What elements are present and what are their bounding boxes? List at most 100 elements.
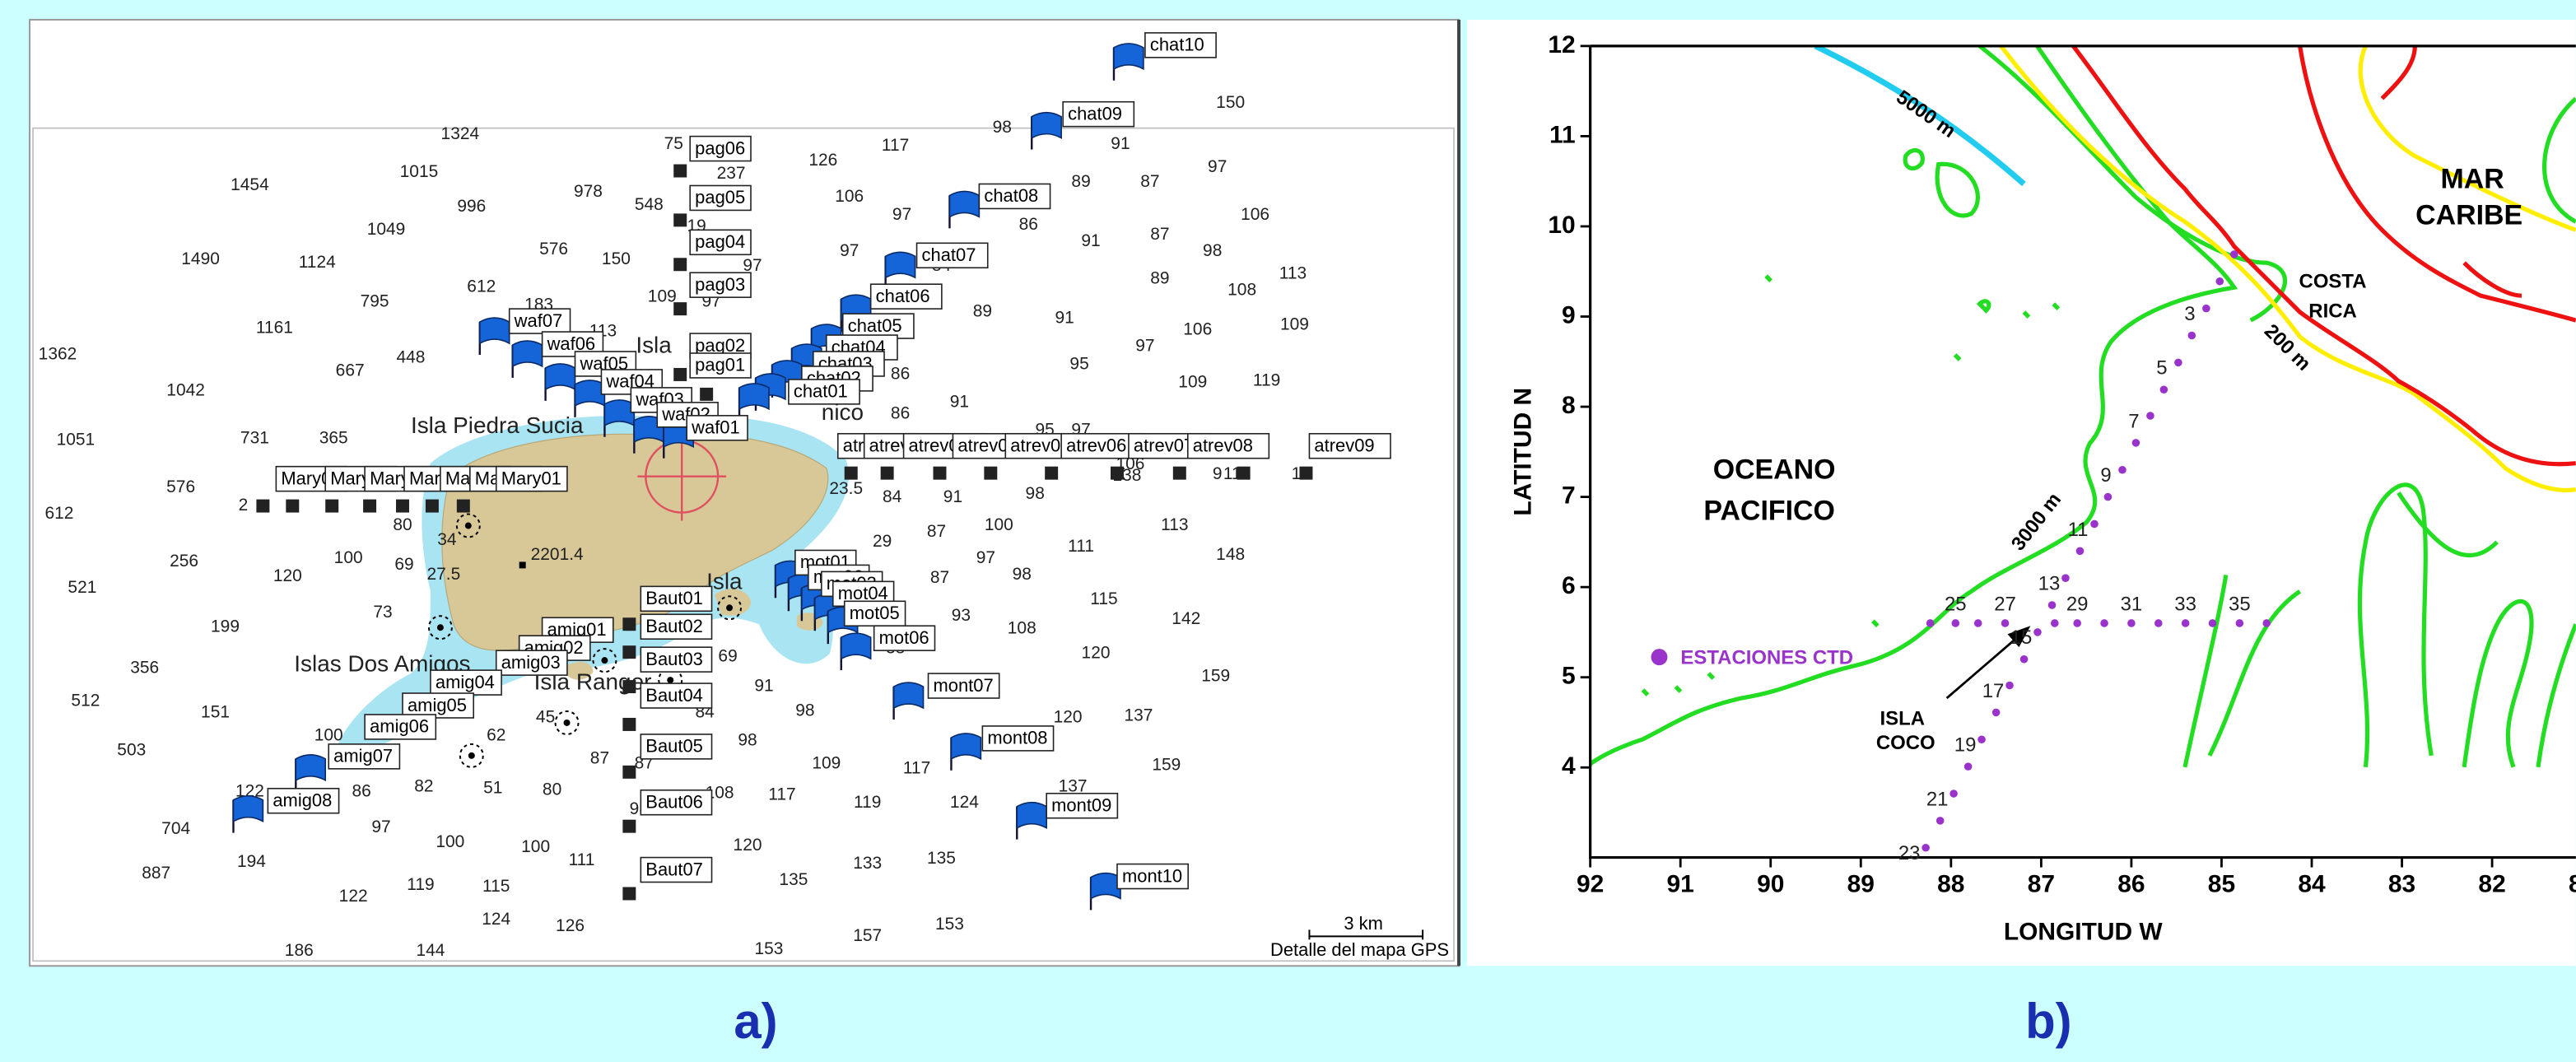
depth-sounding: 795 [361, 292, 389, 311]
depth-sounding: 2 [239, 496, 249, 515]
ctd-station [1936, 817, 1945, 825]
depth-sounding: 144 [416, 941, 445, 960]
station-label: atrev09 [1314, 436, 1374, 456]
station-label: atrev06 [1066, 436, 1126, 456]
ctd-station [2154, 619, 2163, 627]
depth-sounding: 120 [734, 836, 762, 855]
depth-sounding: 150 [1216, 93, 1245, 112]
depth-sounding: 87 [590, 748, 609, 767]
depth-sounding: 97 [1135, 337, 1154, 356]
ctd-station [2146, 412, 2154, 420]
depth-sounding: 100 [521, 837, 550, 856]
depth-sounding: 91 [1111, 134, 1130, 153]
depth-sounding: 98 [1203, 241, 1222, 260]
station-square [426, 500, 439, 513]
depth-sounding: 1051 [57, 430, 95, 449]
station-label: waf06 [547, 333, 596, 354]
station-number: 33 [2174, 593, 2196, 615]
ctd-station [2051, 619, 2059, 627]
station-flag [480, 318, 510, 343]
station-square [622, 766, 636, 779]
station-label: Baut04 [645, 685, 703, 706]
station-square [286, 500, 299, 513]
depth-sounding: 86 [1019, 215, 1038, 234]
depth-sounding: 1161 [256, 319, 293, 338]
x-tick-label: 91 [1667, 870, 1694, 897]
depth-sounding: 98 [795, 701, 814, 720]
depth-sounding: 548 [635, 195, 664, 214]
station-label: waf01 [691, 417, 740, 438]
depth-sounding: 62 [487, 725, 505, 744]
station-label: amig04 [436, 672, 495, 692]
depth-sounding: 106 [835, 187, 864, 206]
ctd-station [2076, 547, 2085, 556]
depth-sounding: 87 [927, 522, 946, 541]
place-name: Isla Piedra Sucia [411, 412, 584, 438]
x-tick-label: 83 [2388, 870, 2415, 897]
depth-sounding: 23.5 [829, 479, 863, 498]
depth-sounding: 87 [930, 568, 949, 587]
station-square [673, 368, 687, 381]
station-flag [949, 191, 979, 217]
depth-sounding: 237 [717, 164, 746, 183]
station-label: Baut05 [645, 736, 703, 757]
station-square [673, 258, 687, 271]
station-number: 23 [1898, 842, 1921, 864]
station-number: 21 [1926, 788, 1949, 810]
y-tick-label: 6 [1562, 572, 1576, 599]
depth-sounding: 84 [883, 487, 902, 506]
depth-sounding: 1362 [39, 345, 77, 364]
depth-sounding: 108 [1008, 619, 1036, 638]
depth-sounding: 124 [482, 910, 510, 929]
depth-sounding: 704 [161, 819, 190, 838]
x-axis-label: LONGITUD W [2004, 918, 2164, 945]
depth-sounding: 97 [743, 256, 762, 275]
depth-sounding: 448 [397, 348, 426, 367]
station-flag [951, 734, 981, 759]
station-label: chat10 [1150, 35, 1204, 55]
station-square [845, 467, 858, 480]
ctd-station [2230, 250, 2238, 259]
station-number: 29 [2066, 593, 2089, 615]
scale-label: 3 km [1344, 913, 1383, 934]
depth-sounding: 69 [718, 647, 737, 666]
ctd-station [2048, 601, 2057, 609]
station-square [1299, 467, 1312, 480]
depth-sounding: 27.5 [427, 565, 461, 584]
station-label: Baut02 [645, 616, 703, 636]
depth-sounding: 1042 [166, 380, 205, 399]
station-square [457, 500, 470, 513]
station-number: 27 [1994, 593, 2016, 615]
station-square [622, 820, 636, 833]
depth-sounding: 731 [240, 428, 269, 447]
region-label: MAR [2441, 163, 2504, 194]
station-label: waf07 [514, 310, 563, 331]
depth-sounding: 80 [543, 780, 561, 799]
station-label: mot05 [850, 603, 900, 623]
ctd-station [1922, 844, 1930, 852]
ctd-station [2202, 305, 2210, 313]
station-label: amig07 [333, 746, 393, 766]
legend-marker [1651, 649, 1667, 665]
ctd-station [2104, 493, 2113, 501]
depth-sounding: 126 [808, 151, 837, 170]
depth-sounding: 113 [1279, 264, 1307, 283]
station-label: chat05 [848, 315, 902, 336]
x-tick-label: 82 [2478, 870, 2505, 897]
depth-sounding: 98 [993, 118, 1012, 137]
station-label: Baut01 [645, 588, 703, 608]
station-flag [546, 364, 575, 389]
depth-sounding: 109 [812, 753, 841, 772]
depth-sounding: 87 [1140, 172, 1159, 191]
x-tick-label: 88 [1937, 870, 1964, 897]
station-number: 5 [2156, 357, 2167, 380]
depth-sounding: 159 [1201, 667, 1230, 686]
ctd-station [2090, 520, 2099, 529]
depth-sounding: 1124 [299, 253, 336, 272]
y-tick-label: 5 [1562, 663, 1576, 690]
station-label: amig05 [408, 695, 467, 715]
x-tick-label: 89 [1847, 870, 1875, 897]
station-flag [233, 796, 263, 822]
region-label: PACIFICO [1703, 496, 1834, 527]
depth-sounding: 1454 [231, 175, 269, 194]
